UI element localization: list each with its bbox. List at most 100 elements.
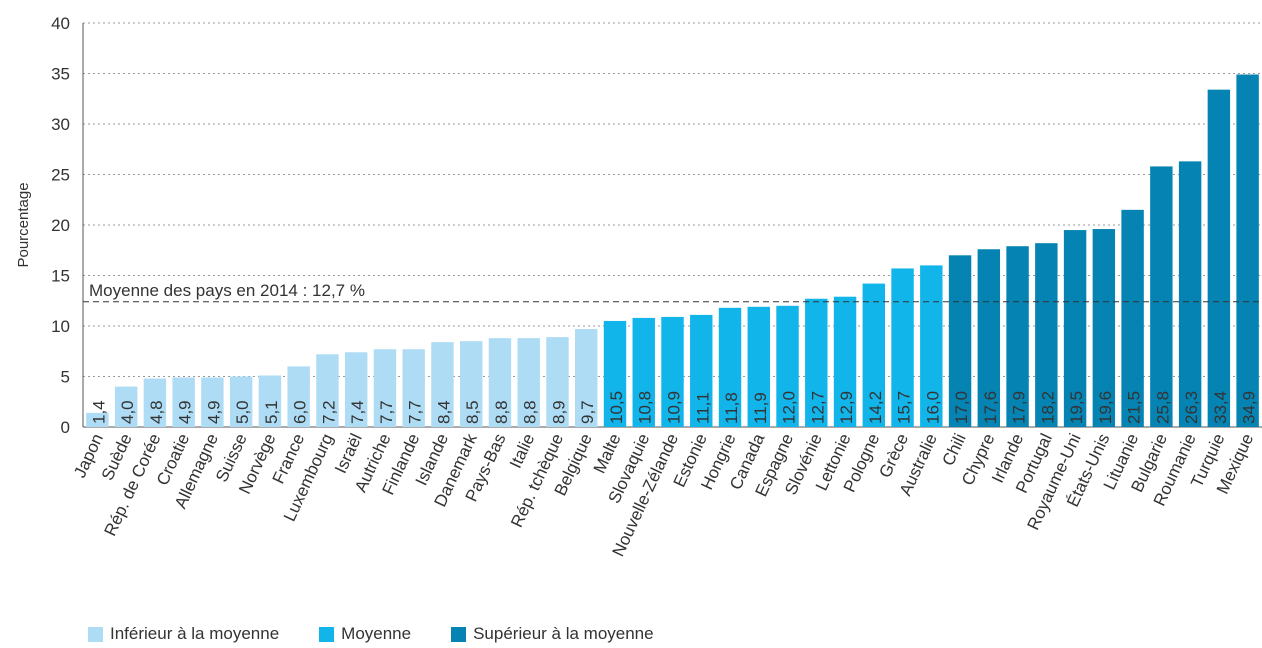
legend-swatch-above xyxy=(451,626,467,642)
bar-39 xyxy=(1207,89,1231,427)
value-label-32: 17,9 xyxy=(1010,391,1029,424)
bar-36 xyxy=(1121,209,1144,427)
value-label-30: 17,0 xyxy=(952,391,971,424)
y-tick-label: 10 xyxy=(51,317,70,336)
value-label-0: 1,4 xyxy=(89,400,108,424)
value-label-4: 4,9 xyxy=(204,400,223,424)
value-label-26: 12,9 xyxy=(837,391,856,424)
value-label-35: 19,6 xyxy=(1096,391,1115,424)
value-label-40: 34,9 xyxy=(1240,391,1259,424)
bar-29 xyxy=(920,265,943,427)
value-label-29: 16,0 xyxy=(923,391,942,424)
value-label-1: 4,0 xyxy=(118,400,137,424)
y-tick-label: 20 xyxy=(51,216,70,235)
value-label-25: 12,7 xyxy=(808,391,827,424)
bar-28 xyxy=(891,268,914,427)
value-label-11: 7,7 xyxy=(406,400,425,424)
value-label-15: 8,8 xyxy=(521,400,540,424)
value-label-9: 7,4 xyxy=(348,400,367,424)
bar-22 xyxy=(718,307,742,427)
bar-12 xyxy=(431,342,454,427)
bar-17 xyxy=(575,329,598,427)
bar-20 xyxy=(661,316,684,427)
value-label-27: 14,2 xyxy=(866,391,885,424)
legend-item-above: Supérieur à la moyenne xyxy=(451,624,654,644)
bar-16 xyxy=(546,337,569,427)
legend-swatch-below xyxy=(88,626,103,642)
bar-21 xyxy=(690,314,713,427)
bar-23 xyxy=(747,306,770,427)
bar-0 xyxy=(86,412,109,427)
bar-30 xyxy=(948,255,972,427)
bar-27 xyxy=(862,283,886,427)
bar-40 xyxy=(1236,74,1259,427)
legend-item-average: Moyenne xyxy=(319,624,411,644)
bar-10 xyxy=(373,349,397,427)
value-label-7: 6,0 xyxy=(291,400,310,424)
value-label-16: 8,9 xyxy=(549,400,568,424)
value-label-10: 7,7 xyxy=(377,400,396,424)
value-label-22: 11,8 xyxy=(722,392,741,424)
y-tick-label: 25 xyxy=(51,166,70,185)
y-tick-label: 5 xyxy=(61,368,70,387)
value-label-31: 17,6 xyxy=(981,391,1000,424)
bar-13 xyxy=(459,341,483,427)
legend-swatch-average xyxy=(319,626,335,642)
bar-26 xyxy=(833,296,857,427)
value-label-33: 18,2 xyxy=(1038,391,1057,424)
bar-7 xyxy=(287,366,310,427)
value-label-18: 10,5 xyxy=(607,391,626,424)
value-label-28: 15,7 xyxy=(895,391,914,424)
category-label-30: Chili xyxy=(938,431,969,469)
y-tick-label: 30 xyxy=(51,115,70,134)
value-label-39: 33,4 xyxy=(1211,391,1230,424)
bar-31 xyxy=(977,249,1001,427)
y-axis-label: Pourcentage xyxy=(15,182,32,267)
value-label-38: 26,3 xyxy=(1182,391,1201,424)
legend-label-above: Supérieur à la moyenne xyxy=(473,624,654,643)
value-label-36: 21,5 xyxy=(1125,391,1144,424)
value-label-8: 7,2 xyxy=(319,400,338,424)
bar-8 xyxy=(316,354,339,427)
bar-24 xyxy=(776,305,799,427)
value-label-21: 11,1 xyxy=(693,392,712,424)
bar-4 xyxy=(201,377,224,427)
bar-5 xyxy=(229,376,253,427)
bar-3 xyxy=(172,377,195,427)
bar-18 xyxy=(603,320,627,427)
value-label-12: 8,4 xyxy=(434,400,453,424)
value-label-19: 10,8 xyxy=(636,391,655,424)
value-label-24: 12,0 xyxy=(780,391,799,424)
value-label-2: 4,8 xyxy=(147,400,166,424)
bar-9 xyxy=(344,352,368,427)
bar-14 xyxy=(488,338,512,427)
legend-label-average: Moyenne xyxy=(341,624,412,643)
value-label-3: 4,9 xyxy=(176,400,195,424)
y-tick-label: 0 xyxy=(61,418,70,437)
value-label-34: 19,5 xyxy=(1067,391,1086,424)
legend-item-below: Inférieur à la moyenne xyxy=(88,624,279,644)
value-label-14: 8,8 xyxy=(492,400,511,424)
bar-37 xyxy=(1150,166,1173,428)
bar-2 xyxy=(143,378,167,427)
bar-15 xyxy=(517,338,540,427)
bar-34 xyxy=(1063,230,1087,427)
legend: Inférieur à la moyenne Moyenne Supérieur… xyxy=(88,624,694,644)
bar-33 xyxy=(1035,243,1058,427)
bar-1 xyxy=(114,386,138,427)
value-label-37: 25,8 xyxy=(1153,391,1172,424)
bar-25 xyxy=(805,298,828,427)
bar-11 xyxy=(402,349,425,427)
value-label-13: 8,5 xyxy=(463,400,482,424)
bar-chart: 0510152025303540Pourcentage1,4Japon4,0Su… xyxy=(15,14,1262,559)
bar-38 xyxy=(1178,161,1202,427)
value-label-17: 9,7 xyxy=(578,400,597,424)
value-label-5: 5,0 xyxy=(233,400,252,424)
value-label-20: 10,9 xyxy=(665,391,684,424)
y-tick-label: 40 xyxy=(51,14,70,33)
value-label-23: 11,9 xyxy=(751,392,770,424)
y-tick-label: 35 xyxy=(51,65,70,84)
value-label-6: 5,1 xyxy=(262,400,281,424)
bar-32 xyxy=(1006,246,1029,427)
